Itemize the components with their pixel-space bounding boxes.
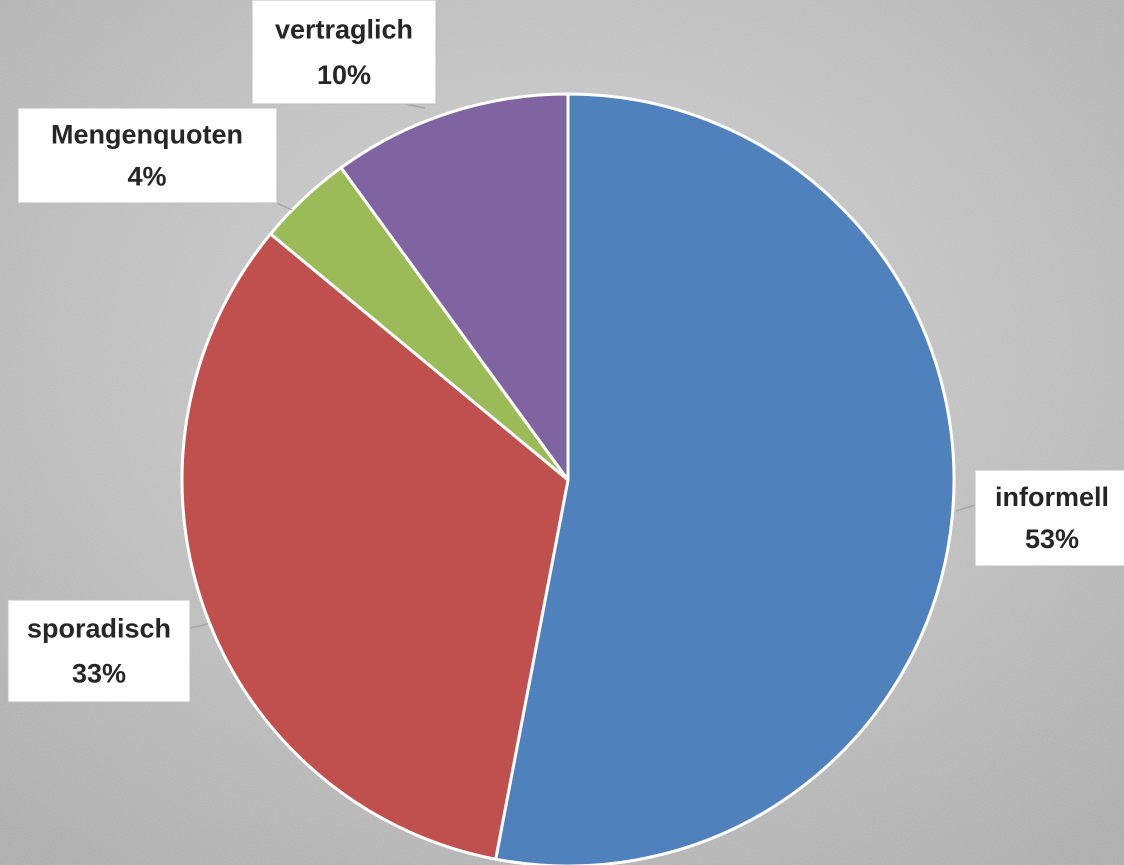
pie-slice xyxy=(339,92,570,482)
value-label: 53% xyxy=(1025,524,1079,554)
leader-line xyxy=(404,103,426,109)
value-label: 10% xyxy=(317,60,371,90)
pie-slice xyxy=(180,232,570,861)
category-label: Mengenquoten xyxy=(51,120,243,150)
leader-line xyxy=(955,504,976,512)
category-label: informell xyxy=(995,482,1109,512)
leader-line xyxy=(276,202,293,211)
category-label: vertraglich xyxy=(275,14,413,44)
label-box xyxy=(7,599,191,703)
category-label: sporadisch xyxy=(27,614,171,644)
label-box xyxy=(974,469,1124,567)
label-box xyxy=(17,107,278,204)
leader-line xyxy=(189,623,209,629)
value-label: 4% xyxy=(127,161,166,191)
pie-slice xyxy=(494,92,956,865)
value-label: 33% xyxy=(72,659,126,689)
label-box xyxy=(251,0,437,105)
